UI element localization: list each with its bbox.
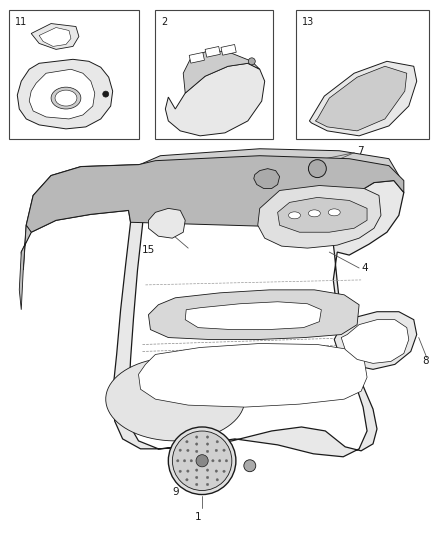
Text: 9: 9 — [172, 487, 179, 497]
Circle shape — [195, 483, 198, 486]
Text: 7: 7 — [357, 146, 364, 156]
Circle shape — [184, 459, 186, 462]
Circle shape — [206, 483, 209, 486]
Polygon shape — [334, 312, 417, 369]
Polygon shape — [165, 63, 265, 136]
Circle shape — [179, 449, 181, 451]
Circle shape — [177, 459, 179, 462]
Text: 1: 1 — [195, 512, 201, 522]
Polygon shape — [31, 23, 79, 50]
Bar — [296, 10, 429, 139]
Circle shape — [195, 443, 198, 445]
Bar — [221, 45, 236, 55]
Polygon shape — [17, 59, 113, 129]
Circle shape — [215, 470, 218, 472]
Polygon shape — [26, 156, 404, 232]
Polygon shape — [21, 165, 404, 457]
Circle shape — [308, 160, 326, 177]
Bar — [155, 10, 273, 139]
Polygon shape — [309, 61, 417, 136]
Text: 13: 13 — [301, 17, 314, 27]
Polygon shape — [138, 343, 367, 407]
Polygon shape — [258, 185, 381, 248]
Circle shape — [223, 470, 225, 473]
Polygon shape — [29, 69, 95, 119]
Circle shape — [223, 449, 225, 451]
Circle shape — [179, 470, 181, 473]
Circle shape — [248, 58, 255, 65]
Circle shape — [195, 450, 198, 453]
Circle shape — [103, 91, 109, 97]
Circle shape — [186, 479, 188, 481]
Circle shape — [195, 436, 198, 438]
Polygon shape — [315, 66, 407, 131]
Bar — [9, 10, 138, 139]
Polygon shape — [148, 208, 185, 238]
Circle shape — [196, 455, 208, 467]
Ellipse shape — [328, 209, 340, 216]
Circle shape — [173, 431, 232, 490]
Ellipse shape — [55, 90, 77, 106]
Circle shape — [206, 436, 209, 438]
Circle shape — [195, 469, 198, 471]
Circle shape — [206, 469, 208, 471]
Polygon shape — [183, 50, 260, 93]
Polygon shape — [148, 290, 359, 340]
Ellipse shape — [308, 210, 320, 217]
Circle shape — [206, 477, 209, 479]
Ellipse shape — [51, 87, 81, 109]
Circle shape — [216, 479, 219, 481]
Text: 8: 8 — [423, 357, 429, 366]
Circle shape — [187, 470, 189, 472]
Circle shape — [190, 459, 192, 462]
Circle shape — [212, 459, 214, 462]
Circle shape — [168, 427, 236, 495]
Polygon shape — [106, 358, 245, 441]
Circle shape — [219, 459, 221, 462]
Circle shape — [206, 450, 208, 453]
Polygon shape — [131, 149, 399, 205]
Circle shape — [215, 449, 218, 451]
Polygon shape — [341, 320, 409, 364]
Bar — [205, 46, 220, 57]
Bar — [189, 52, 205, 63]
Polygon shape — [278, 197, 367, 232]
Polygon shape — [19, 225, 31, 310]
Circle shape — [195, 477, 198, 479]
Polygon shape — [185, 302, 321, 329]
Ellipse shape — [289, 212, 300, 219]
Text: 15: 15 — [142, 245, 155, 255]
Text: 2: 2 — [161, 17, 168, 27]
Polygon shape — [39, 28, 71, 46]
Text: 11: 11 — [15, 17, 28, 27]
Circle shape — [216, 441, 219, 443]
Circle shape — [186, 441, 188, 443]
Text: 4: 4 — [361, 263, 368, 273]
Polygon shape — [254, 168, 279, 189]
Circle shape — [187, 449, 189, 451]
Circle shape — [206, 443, 209, 445]
Circle shape — [225, 459, 228, 462]
Circle shape — [244, 460, 256, 472]
